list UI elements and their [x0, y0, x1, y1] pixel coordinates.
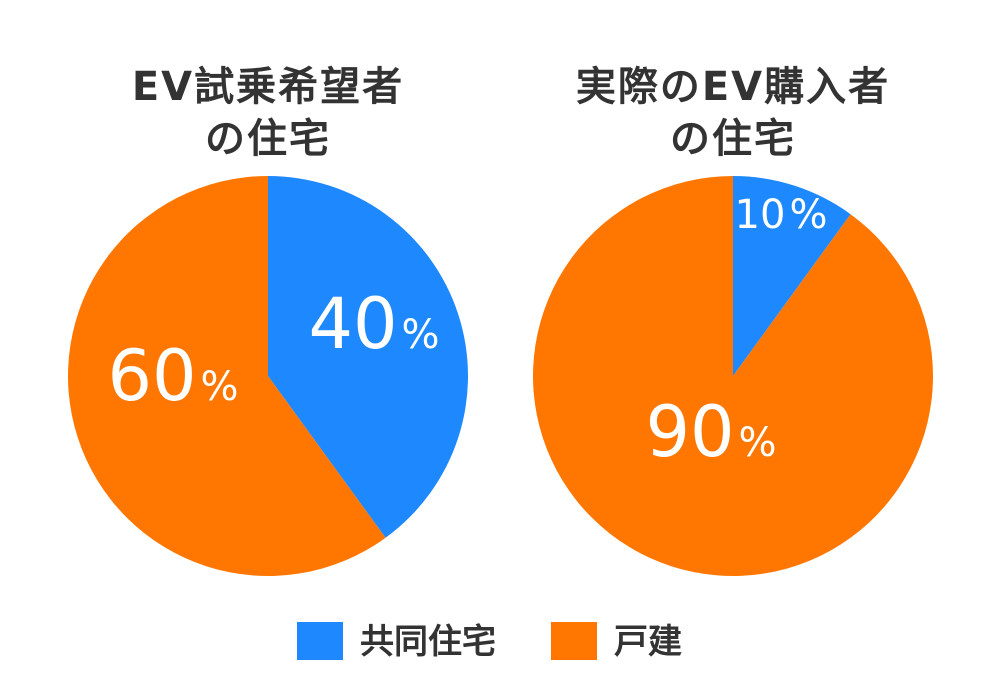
- slice-label-unit: %: [789, 192, 827, 238]
- pie-slice-detached-house: [533, 176, 933, 577]
- legend-label-apartment: 共同住宅: [360, 622, 496, 662]
- slice-label-value: 10: [735, 192, 786, 238]
- slice-label-unit: %: [201, 364, 239, 410]
- slice-label-value: 40: [308, 283, 397, 365]
- pie-slice-apartment: [268, 176, 468, 538]
- legend-swatch-detached-house: [551, 622, 597, 660]
- pie-chart-ev-test-drive: EV試乗希望者 の住宅 40 %60%: [67, 64, 468, 576]
- pie-chart-ev-purchasers: 実際のEV購入者 の住宅 10 %90%: [533, 64, 933, 577]
- slice-data-label: 10%: [735, 192, 828, 238]
- slice-label-unit: %: [739, 420, 777, 466]
- slice-data-label: 60%: [107, 335, 238, 417]
- chart-title-line-1: EV試乗希望者: [132, 64, 404, 110]
- slice-label-value: 60: [107, 335, 196, 417]
- legend: 共同住宅 戸建: [297, 622, 682, 662]
- legend-swatch-apartment: [297, 622, 343, 660]
- slice-label-unit: %: [402, 312, 440, 358]
- chart-title-line-2: の住宅: [670, 116, 796, 162]
- legend-label-detached-house: 戸建: [614, 622, 682, 662]
- pie-slice-detached-house: [67, 176, 386, 576]
- chart-title-line-1: 実際のEV購入者: [576, 64, 890, 110]
- slice-label-value: 90: [645, 391, 734, 473]
- pie-slice-apartment: [733, 176, 851, 376]
- chart-title-line-2: の住宅: [205, 116, 331, 162]
- slice-data-label: 40%: [308, 283, 439, 365]
- slice-data-label: 90%: [645, 391, 776, 473]
